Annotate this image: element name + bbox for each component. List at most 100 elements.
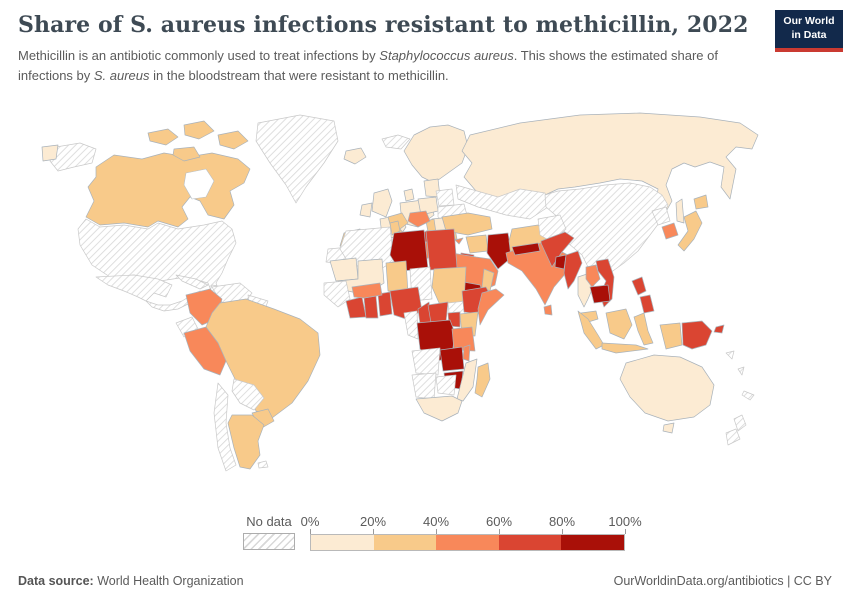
country-niger[interactable] (385, 260, 409, 294)
country-denmark[interactable] (403, 188, 415, 202)
country-canada[interactable] (85, 152, 251, 228)
country-syria[interactable] (465, 234, 489, 254)
country-greenland[interactable] (255, 114, 339, 204)
legend-tick-marks (310, 529, 626, 534)
legend-no-data-swatch[interactable] (243, 533, 295, 550)
country-mexico[interactable] (95, 274, 173, 302)
country-south-korea[interactable] (661, 222, 679, 240)
legend-color-cell[interactable] (561, 535, 624, 550)
country-north-korea[interactable] (651, 206, 671, 226)
owid-logo: Our World in Data (775, 10, 843, 52)
country-papua-indonesia[interactable] (659, 322, 683, 350)
country-japan[interactable] (677, 210, 703, 252)
country-egypt[interactable] (425, 228, 458, 271)
country-togo-benin[interactable] (377, 291, 393, 317)
country-chile[interactable] (213, 382, 237, 472)
country-vanuatu[interactable] (737, 366, 745, 376)
country-namibia[interactable] (411, 372, 437, 400)
country-tasmania[interactable] (662, 422, 675, 434)
country-cambodia[interactable] (589, 284, 611, 304)
country-belarus[interactable] (435, 188, 455, 207)
country-angola[interactable] (411, 347, 441, 376)
country-central-african-republic[interactable] (427, 301, 449, 324)
country-south-africa[interactable] (415, 395, 463, 422)
data-source-label: Data source: (18, 574, 94, 588)
country-iceland[interactable] (343, 147, 367, 165)
country-zambia[interactable] (439, 346, 465, 372)
country-mozambique[interactable] (456, 358, 478, 402)
country-croatia[interactable] (407, 210, 431, 228)
country-java[interactable] (601, 342, 649, 354)
country-papua-new-guinea[interactable] (681, 320, 713, 350)
country-sakhalin[interactable] (675, 198, 685, 224)
country-cuba[interactable] (175, 274, 209, 290)
country-iraq[interactable] (486, 232, 513, 270)
country-tunisia[interactable] (389, 220, 401, 236)
country-united-kingdom[interactable] (371, 188, 393, 218)
country-ghana[interactable] (363, 295, 379, 319)
data-source-value: World Health Organization (93, 574, 244, 588)
country-somalia[interactable] (477, 288, 505, 326)
chart-header: Share of S. aureus infections resistant … (18, 12, 768, 85)
country-new-zealand[interactable] (733, 414, 747, 432)
country-botswana[interactable] (435, 374, 457, 396)
country-laos[interactable] (585, 264, 601, 288)
country-burkina-faso[interactable] (351, 282, 383, 299)
subtitle-segment: . This shows the estimated share of infe… (18, 48, 718, 83)
legend-color-cell[interactable] (373, 535, 437, 550)
country-myanmar[interactable] (563, 250, 583, 290)
country-nepal[interactable] (511, 242, 541, 256)
legend-color-cell[interactable] (498, 535, 562, 550)
country-svalbard[interactable] (381, 134, 411, 150)
country-malawi[interactable] (462, 344, 471, 362)
country-gabon-congo[interactable] (403, 310, 419, 340)
chart-subtitle: Methicillin is an antibiotic commonly us… (18, 46, 760, 85)
country-ireland[interactable] (359, 202, 373, 218)
country-bolivia[interactable] (231, 378, 265, 411)
country-mauritania[interactable] (329, 257, 359, 282)
country-arctic-island[interactable] (183, 120, 215, 140)
country-chukotka[interactable] (41, 144, 59, 162)
country-kazakhstan-central-asia[interactable] (455, 184, 549, 220)
legend-color-cell[interactable] (311, 535, 374, 550)
country-new-britain[interactable] (713, 324, 725, 334)
country-arctic-island[interactable] (147, 128, 179, 146)
legend-color-cells[interactable] (310, 534, 625, 551)
legend-color-cell[interactable] (436, 535, 499, 550)
country-peru[interactable] (183, 326, 227, 376)
country-new-caledonia[interactable] (741, 390, 755, 401)
country-senegal-guinea[interactable] (323, 280, 351, 308)
country-tanzania[interactable] (451, 326, 476, 352)
country-solomon-islands[interactable] (725, 350, 735, 360)
country-new-zealand[interactable] (725, 428, 741, 446)
data-source: Data source: World Health Organization (18, 574, 244, 588)
country-argentina[interactable] (227, 414, 265, 470)
country-nordics[interactable] (403, 124, 469, 184)
country-arctic-island[interactable] (172, 146, 201, 162)
attribution[interactable]: OurWorldinData.org/antibiotics | CC BY (613, 574, 832, 588)
country-bangladesh[interactable] (554, 254, 567, 270)
country-borneo[interactable] (605, 308, 633, 340)
country-sudan[interactable] (431, 266, 467, 306)
country-hokkaido[interactable] (693, 194, 709, 210)
legend-tick-label: 20% (359, 514, 387, 529)
legend-color-bar: 0% 20% 40% 60% 80% 100% (301, 514, 642, 551)
country-philippines[interactable] (639, 294, 655, 314)
subtitle-segment: S. aureus (93, 67, 150, 83)
country-cyprus[interactable] (454, 237, 464, 245)
country-arctic-island[interactable] (217, 130, 249, 150)
country-philippines[interactable] (631, 276, 647, 296)
country-alaska[interactable] (49, 142, 97, 172)
country-cote-divoire[interactable] (345, 296, 367, 319)
chart-footer: Data source: World Health Organization O… (0, 574, 850, 588)
country-china-mongolia[interactable] (544, 182, 669, 274)
country-falklands[interactable] (257, 460, 269, 469)
legend-no-data[interactable]: No data (243, 514, 295, 550)
hudson-bay (183, 168, 215, 200)
country-sulawesi[interactable] (633, 312, 654, 346)
country-australia[interactable] (619, 354, 715, 422)
world-choropleth-map (41, 112, 759, 472)
country-sri-lanka[interactable] (543, 304, 553, 316)
country-madagascar[interactable] (474, 362, 491, 398)
